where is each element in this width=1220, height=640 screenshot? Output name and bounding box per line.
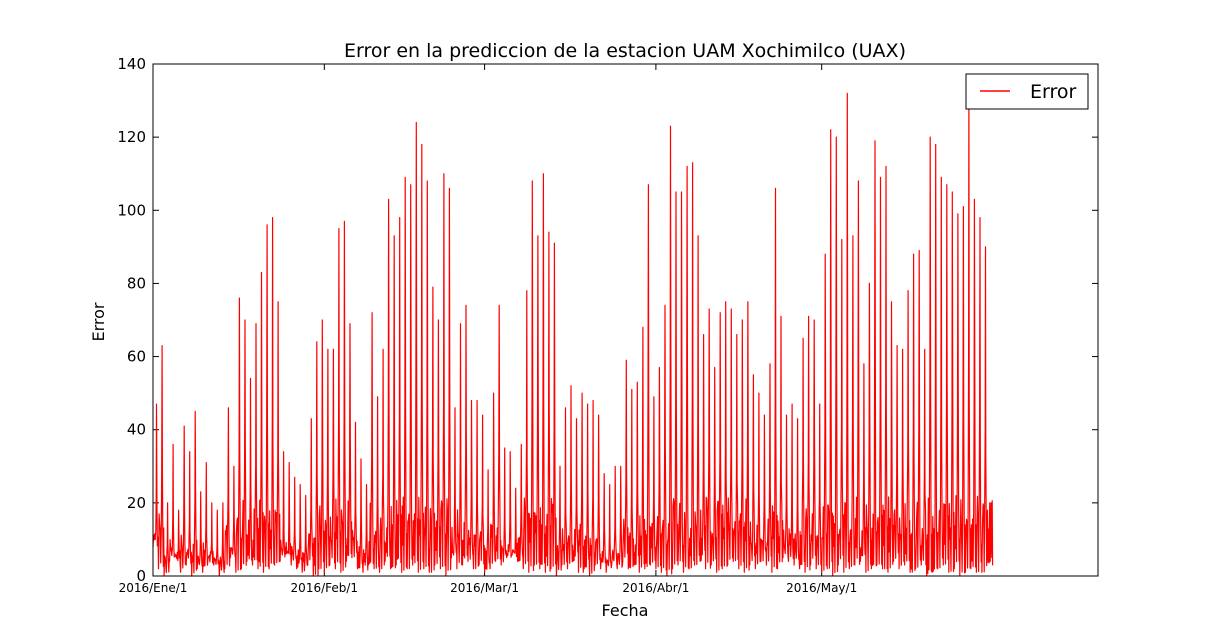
legend: Error (965, 73, 1089, 110)
x-tick-label: 2016/Ene/1 (119, 581, 188, 595)
y-tick-label: 100 (117, 201, 146, 219)
legend-label-error: Error (1030, 81, 1077, 103)
x-axis: 2016/Ene/1 2016/Feb/1 2016/Mar/1 2016/Abr/1… (119, 64, 857, 595)
y-tick-label: 60 (127, 348, 146, 366)
y-tick-label: 40 (127, 421, 146, 439)
x-tick-label: 2016/May/1 (786, 581, 857, 595)
x-tick-label: 2016/Abr/1 (622, 581, 689, 595)
chart-title: Error en la prediccion de la estacion UA… (344, 40, 906, 62)
x-tick-label: 2016/Mar/1 (450, 581, 519, 595)
plot-frame (152, 63, 1099, 577)
series-line-error (152, 81, 994, 577)
y-tick-label: 120 (117, 128, 146, 146)
y-tick-label: 140 (117, 55, 146, 73)
y-tick-label: 20 (127, 494, 146, 512)
x-tick-label: 2016/Feb/1 (291, 581, 359, 595)
y-axis-label: Error (89, 302, 108, 341)
y-tick-label: 80 (127, 274, 146, 292)
x-axis-label: Fecha (602, 601, 649, 620)
y-axis: 0 20 40 60 80 100 120 140 (117, 55, 1098, 585)
y-tick-label: 0 (136, 567, 146, 585)
